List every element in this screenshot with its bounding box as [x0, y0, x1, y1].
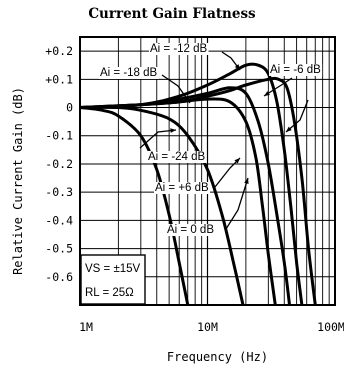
arrow-head — [234, 158, 240, 164]
plot-frame — [79, 36, 336, 306]
label-bg — [149, 43, 209, 55]
annotations: Ai = -12 dB Ai = -18 dB Ai = -6 dB Ai = -24… — [80, 43, 323, 305]
label-bg — [154, 182, 211, 194]
tick-labels: +0.2 +0.1 0 -0.1 -0.2 -0.3 -0.4 -0.5 -0.6 1M 10M 10… — [45, 44, 344, 334]
x-axis-label: Frequency (Hz) — [167, 350, 268, 364]
arrow-ai-minus-18 — [161, 74, 191, 104]
conditions-box — [80, 254, 146, 305]
y-tick-label: -0.3 — [45, 185, 73, 199]
arrow-head — [286, 126, 292, 132]
y-tick-label: +0.1 — [45, 72, 73, 86]
series-line — [80, 86, 291, 305]
curve-label: Ai = 0 dB — [167, 224, 214, 236]
arrow-head — [244, 178, 249, 184]
arrow-ai-0 — [225, 177, 249, 230]
series-line — [80, 105, 245, 305]
x-tick-label: 10M — [197, 320, 218, 334]
condition-rl: RL = 25Ω — [85, 287, 134, 299]
series-line — [80, 76, 317, 305]
curve-label: Ai = -24 dB — [148, 151, 206, 163]
condition-vs: VS = ±15V — [85, 263, 141, 275]
arrow-head — [264, 91, 270, 96]
y-tick-label: -0.2 — [45, 157, 73, 171]
curve-label: Ai = -18 dB — [100, 67, 158, 79]
label-bg — [166, 224, 216, 236]
x-tick-label: 100M — [317, 320, 344, 334]
y-tick-label: -0.6 — [45, 270, 73, 284]
y-tick-label: +0.2 — [45, 44, 73, 58]
curve-label: Ai = +6 dB — [155, 182, 209, 194]
arrow-ai-minus-6 — [263, 77, 293, 97]
y-tick-label: -0.5 — [45, 242, 73, 256]
y-tick-label: 0 — [66, 101, 73, 115]
arrow-ai-minus-6-drop — [285, 99, 309, 133]
arrow-ai-minus-24 — [139, 129, 177, 149]
chart-title: Current Gain Flatness — [88, 6, 256, 22]
label-bg — [269, 64, 323, 76]
label-bg — [99, 67, 159, 79]
arrow-head — [170, 128, 176, 133]
series-line — [80, 62, 304, 305]
arrow-head — [234, 64, 240, 70]
x-tick-label: 1M — [79, 320, 93, 334]
curve-label: Ai = -6 dB — [270, 64, 321, 76]
label-bg — [147, 151, 207, 163]
curve-label: Ai = -12 dB — [150, 43, 208, 55]
arrow-head — [184, 97, 190, 103]
arrow-ai-plus-6 — [214, 157, 241, 188]
y-tick-label: -0.1 — [45, 129, 73, 143]
y-tick-label: -0.4 — [45, 213, 73, 227]
y-axis-label: Relative Current Gain (dB) — [11, 87, 25, 275]
